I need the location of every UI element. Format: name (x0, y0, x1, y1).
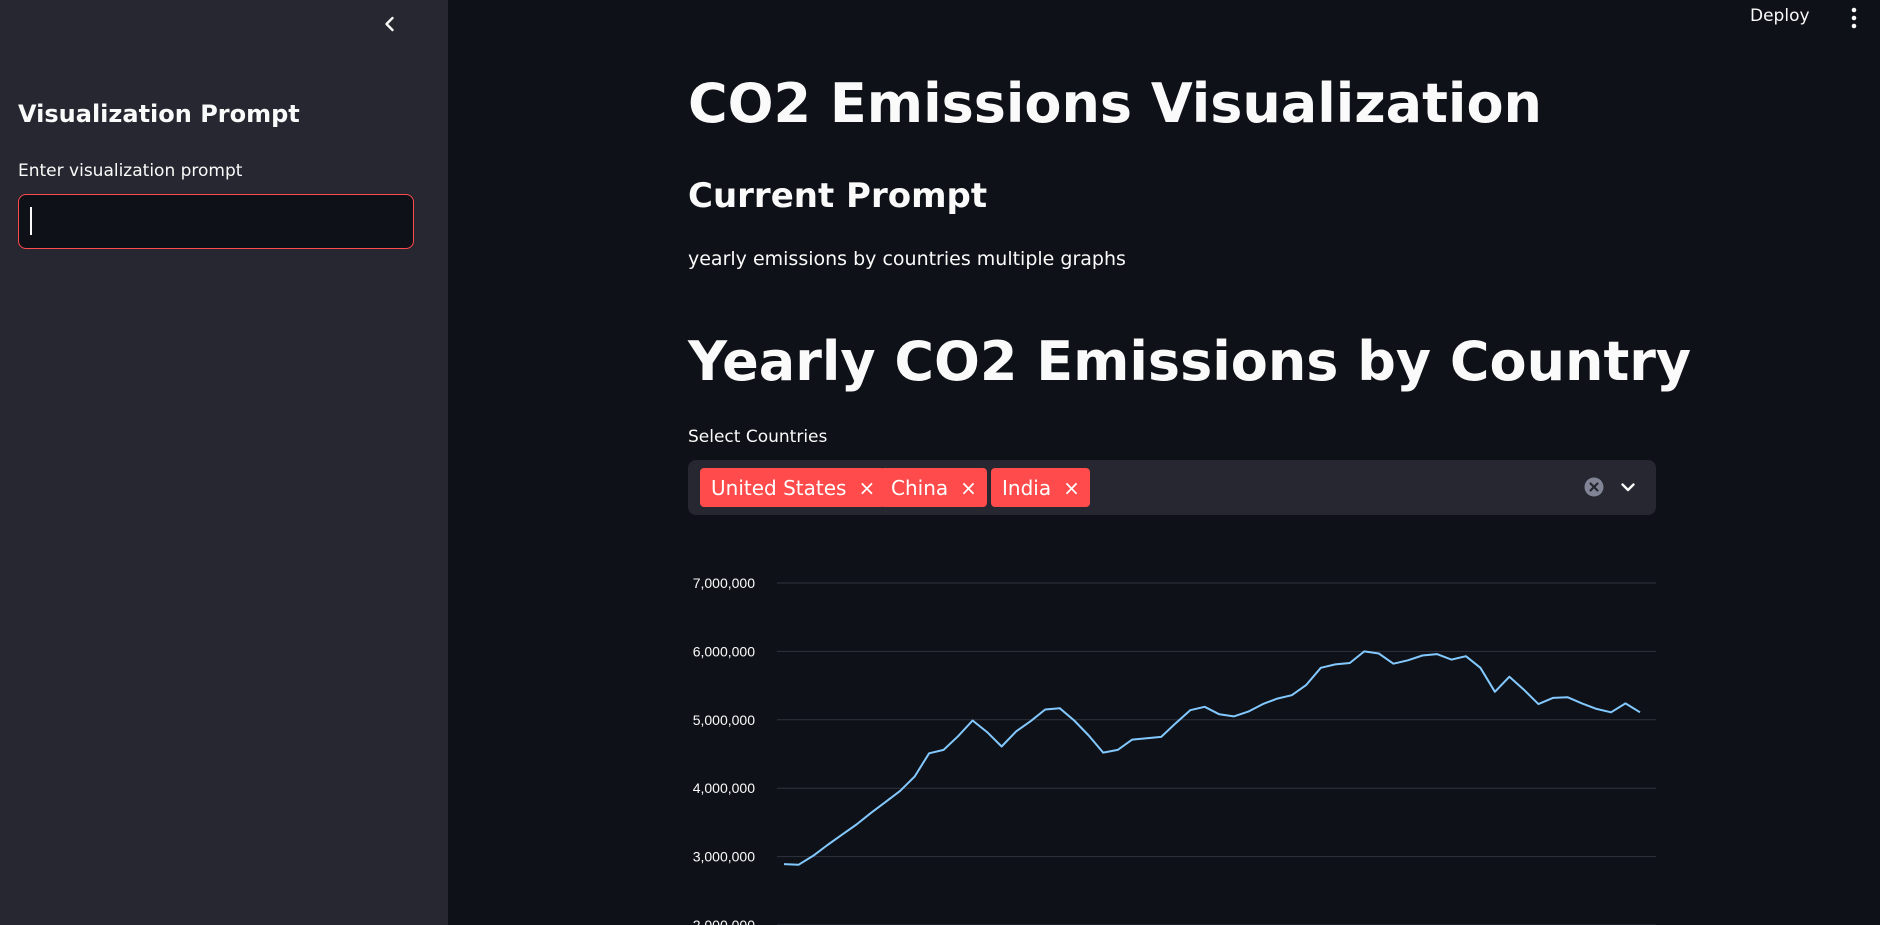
more-vertical-icon (1851, 7, 1857, 29)
chevron-left-icon (385, 16, 394, 32)
remove-tag-icon[interactable]: × (960, 475, 977, 500)
y-tick-label: 2,000,000 (693, 917, 755, 925)
sidebar-title: Visualization Prompt (18, 100, 300, 128)
y-tick-label: 5,000,000 (693, 712, 755, 728)
country-tag-india[interactable]: India × (991, 468, 1090, 507)
chevron-down-icon[interactable] (1618, 477, 1638, 497)
remove-tag-icon[interactable]: × (1063, 475, 1080, 500)
prompt-input[interactable] (18, 194, 414, 249)
collapse-sidebar-button[interactable] (376, 10, 404, 38)
emissions-line-chart: 7,000,000 6,000,000 5,000,000 4,000,000 3,00… (693, 575, 1656, 925)
y-tick-label: 4,000,000 (693, 780, 755, 796)
sidebar: Visualization Prompt Enter visualization… (0, 0, 448, 925)
remove-tag-icon[interactable]: × (858, 475, 876, 500)
country-tag-label: China (891, 475, 949, 500)
deploy-button[interactable]: Deploy (1750, 6, 1810, 26)
chart-heading: Yearly CO2 Emissions by Country (688, 330, 1692, 393)
y-tick-label: 6,000,000 (693, 643, 755, 659)
series-line (783, 650, 1641, 866)
main-menu-button[interactable] (1842, 4, 1866, 32)
y-tick-label: 7,000,000 (693, 575, 755, 591)
country-tag-united-states[interactable]: United States × (700, 468, 886, 507)
country-tag-label: United States (711, 475, 847, 500)
y-tick-label: 3,000,000 (693, 849, 755, 865)
text-caret (30, 207, 32, 235)
prompt-input-label: Enter visualization prompt (18, 161, 243, 181)
current-prompt-text: yearly emissions by countries multiple g… (688, 248, 1126, 270)
page-title: CO2 Emissions Visualization (688, 72, 1542, 135)
select-countries-label: Select Countries (688, 427, 828, 447)
clear-all-icon[interactable] (1584, 477, 1604, 497)
country-tag-china[interactable]: China × (880, 468, 987, 507)
country-tag-label: India (1002, 475, 1052, 500)
country-multiselect[interactable]: United States × China × India × (688, 460, 1656, 515)
current-prompt-heading: Current Prompt (688, 176, 988, 216)
